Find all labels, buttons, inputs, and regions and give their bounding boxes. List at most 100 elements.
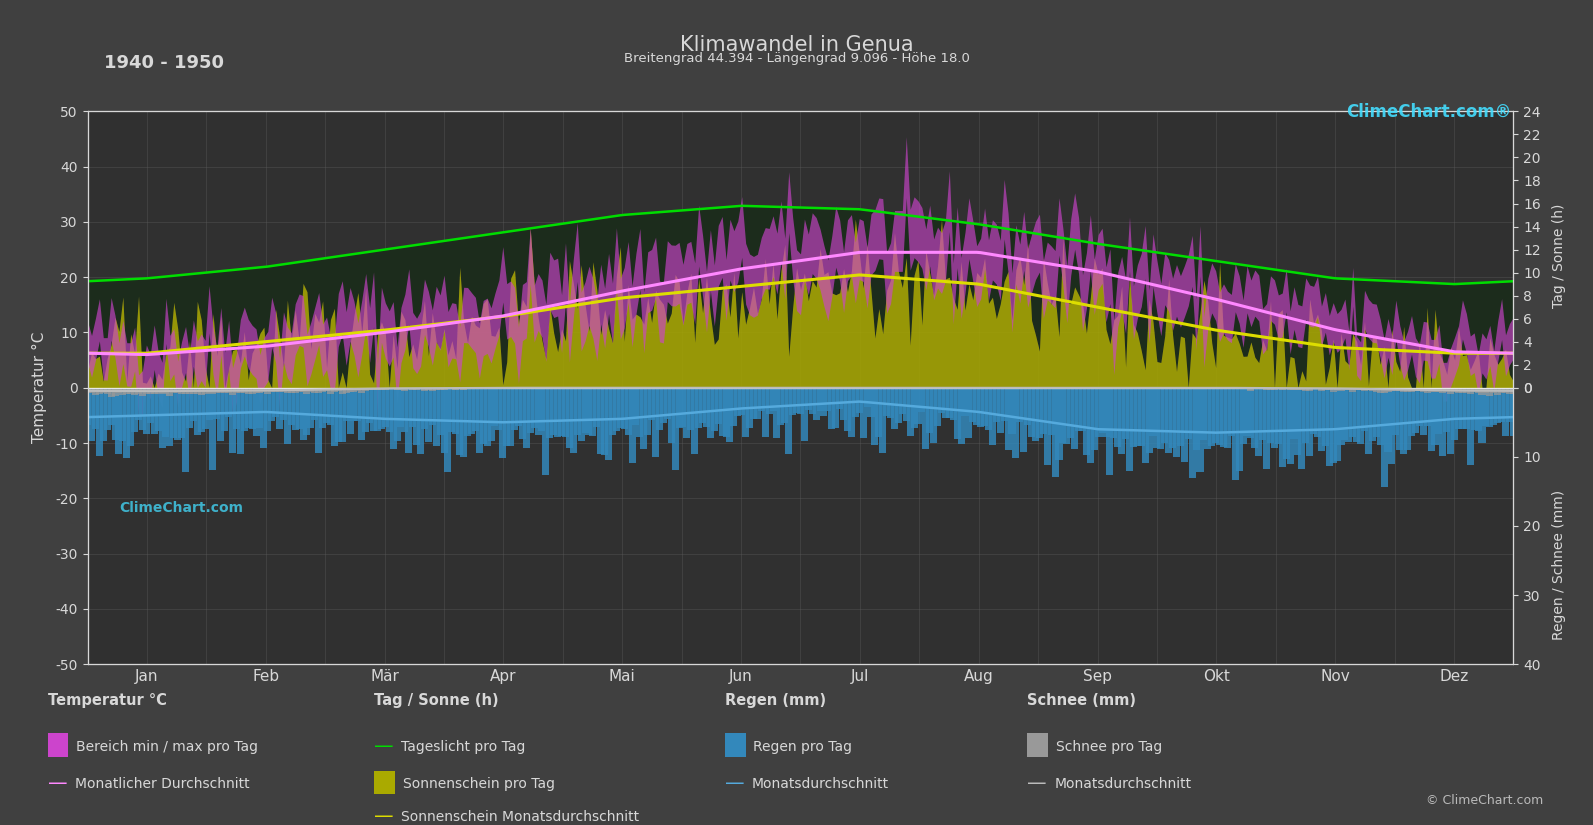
Bar bbox=[194, 388, 201, 394]
Bar bbox=[170, 388, 177, 393]
Bar bbox=[131, 388, 139, 432]
Bar bbox=[566, 388, 573, 449]
Bar bbox=[742, 388, 749, 436]
Bar bbox=[793, 388, 800, 413]
Bar bbox=[115, 388, 123, 394]
Bar bbox=[852, 388, 859, 417]
Bar bbox=[323, 388, 330, 423]
Bar bbox=[444, 388, 451, 389]
Bar bbox=[1357, 388, 1364, 390]
Bar bbox=[1392, 388, 1399, 435]
Bar bbox=[170, 388, 177, 438]
Bar bbox=[233, 388, 241, 393]
Bar bbox=[1078, 388, 1086, 431]
Bar bbox=[1158, 388, 1164, 449]
Bar bbox=[397, 388, 405, 427]
Bar bbox=[1024, 388, 1031, 425]
Bar bbox=[484, 388, 491, 446]
Bar bbox=[307, 388, 314, 392]
Bar bbox=[479, 388, 487, 444]
Bar bbox=[817, 388, 824, 411]
Bar bbox=[323, 388, 330, 391]
Bar bbox=[253, 388, 260, 436]
Bar bbox=[1341, 388, 1348, 440]
Bar bbox=[1134, 388, 1141, 446]
Bar bbox=[198, 388, 205, 431]
Bar bbox=[112, 388, 118, 396]
Bar bbox=[253, 388, 260, 393]
Bar bbox=[358, 388, 365, 393]
Text: ClimeChart.com®: ClimeChart.com® bbox=[1346, 103, 1512, 121]
Bar bbox=[155, 388, 161, 431]
Bar bbox=[1016, 388, 1023, 422]
Bar bbox=[1220, 388, 1227, 447]
Bar bbox=[131, 388, 139, 394]
Bar bbox=[1446, 388, 1454, 394]
Bar bbox=[202, 388, 209, 394]
Bar bbox=[292, 388, 299, 394]
Bar bbox=[1381, 388, 1388, 488]
Bar bbox=[511, 388, 518, 430]
Bar bbox=[88, 388, 96, 441]
Text: Tag / Sonne (h): Tag / Sonne (h) bbox=[1552, 204, 1566, 308]
Bar bbox=[1368, 388, 1376, 391]
Bar bbox=[1274, 388, 1282, 445]
Bar bbox=[452, 388, 459, 389]
Bar bbox=[84, 388, 91, 393]
Bar bbox=[519, 388, 526, 439]
Bar bbox=[1102, 388, 1109, 437]
Bar bbox=[887, 388, 894, 418]
Bar bbox=[868, 388, 875, 417]
Bar bbox=[123, 388, 131, 458]
Bar bbox=[766, 388, 773, 414]
Bar bbox=[984, 388, 992, 430]
Text: —: — bbox=[374, 807, 393, 825]
Bar bbox=[538, 388, 545, 431]
Bar bbox=[1287, 388, 1294, 464]
Bar bbox=[1510, 388, 1517, 394]
Bar bbox=[1435, 388, 1442, 434]
Bar bbox=[444, 388, 451, 472]
Bar bbox=[836, 388, 843, 409]
Text: —: — bbox=[48, 774, 67, 794]
Bar bbox=[358, 388, 365, 441]
Bar bbox=[1244, 388, 1251, 389]
Bar bbox=[115, 388, 123, 455]
Bar bbox=[393, 388, 400, 441]
Bar bbox=[417, 388, 424, 389]
Bar bbox=[1454, 388, 1462, 429]
Bar bbox=[930, 388, 937, 443]
Bar bbox=[738, 388, 746, 415]
Bar bbox=[860, 388, 867, 438]
Bar bbox=[562, 388, 569, 437]
Bar bbox=[962, 388, 969, 416]
Bar bbox=[1107, 388, 1114, 475]
Bar bbox=[1338, 388, 1344, 446]
Bar bbox=[1035, 388, 1043, 438]
Bar bbox=[1083, 388, 1090, 455]
Text: Monatsdurchschnitt: Monatsdurchschnitt bbox=[752, 777, 889, 790]
Bar bbox=[1172, 388, 1180, 457]
Bar bbox=[1258, 388, 1266, 440]
Bar bbox=[221, 388, 228, 393]
Bar bbox=[1470, 388, 1478, 430]
Bar bbox=[1279, 388, 1286, 467]
Bar bbox=[1494, 388, 1501, 422]
Bar bbox=[374, 388, 381, 431]
Bar bbox=[1427, 388, 1435, 451]
Bar bbox=[1416, 388, 1423, 392]
Bar bbox=[441, 388, 448, 389]
Bar bbox=[272, 388, 279, 392]
Bar bbox=[1306, 388, 1313, 455]
Bar bbox=[186, 388, 193, 394]
Bar bbox=[629, 388, 636, 463]
Bar bbox=[715, 388, 722, 424]
Bar bbox=[1419, 388, 1427, 435]
Bar bbox=[382, 388, 389, 389]
Bar bbox=[100, 388, 107, 394]
Bar bbox=[147, 388, 155, 422]
Bar bbox=[683, 388, 690, 438]
Bar bbox=[1309, 388, 1317, 434]
Bar bbox=[256, 388, 263, 428]
Bar bbox=[1346, 388, 1352, 441]
